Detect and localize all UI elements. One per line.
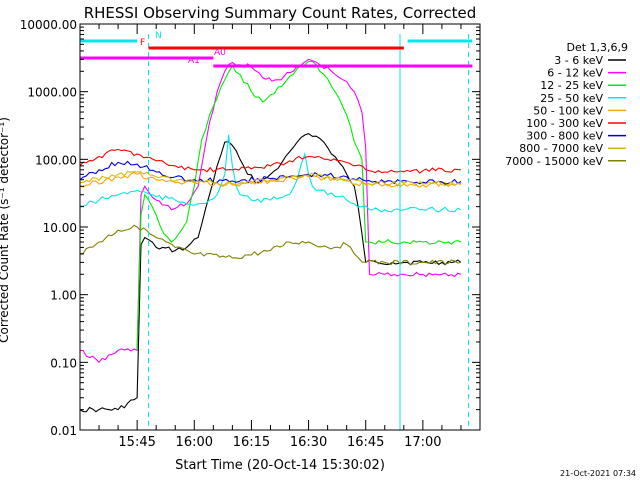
chart-title: RHESSI Observing Summary Count Rates, Co… (84, 4, 477, 22)
legend-label: 3 - 6 keV (554, 54, 603, 67)
x-axis-label: Start Time (20-Oct-14 15:30:02) (175, 458, 385, 473)
status-label-n: N (155, 31, 162, 41)
timestamp: 21-Oct-2021 07:34 (560, 469, 636, 478)
legend-label: 300 - 800 keV (526, 130, 603, 143)
legend-label: 25 - 50 keV (540, 92, 603, 105)
legend-label: 6 - 12 keV (547, 67, 603, 80)
plot-area: NF A0 A1 (79, 31, 473, 430)
legend-label: 800 - 7000 keV (519, 142, 603, 155)
series-line (79, 148, 462, 174)
y-tick-label: 0.01 (50, 424, 77, 438)
x-tick-label: 16:15 (233, 435, 270, 450)
status-label-a1: A1 (188, 56, 200, 66)
legend-label: 12 - 25 keV (540, 79, 603, 92)
legend-title: Det 1,3,6,9 (566, 41, 628, 54)
y-tick-label: 1000.00 (27, 86, 77, 100)
series-line (79, 132, 462, 413)
status-label-a0: A0 (214, 48, 226, 58)
x-tick-label: 16:30 (290, 435, 327, 450)
y-tick-label: 100.00 (35, 153, 77, 167)
legend-label: 100 - 300 keV (526, 117, 603, 130)
y-tick-label: 0.10 (50, 356, 77, 370)
series-line (79, 134, 462, 213)
x-tick-label: 16:00 (176, 435, 213, 450)
legend-label: 7000 - 15000 keV (505, 155, 603, 168)
x-tick-label: 16:45 (347, 435, 384, 450)
y-axis-label: Corrected Count Rate (s⁻¹ detector⁻¹) (0, 117, 11, 343)
x-tick-label: 17:00 (404, 435, 441, 450)
y-tick-label: 1.00 (50, 289, 77, 303)
series-line (79, 171, 462, 188)
series-line (79, 171, 462, 187)
axes: 0.01 0.10 1.00 10.00 100.00 1000.00 10000.00 15… (20, 18, 481, 450)
legend-label: 50 - 100 keV (533, 104, 603, 117)
y-tick-label: 10.00 (43, 221, 77, 235)
status-label-f: F (140, 38, 145, 48)
series-line (79, 224, 462, 266)
y-tick-label: 10000.00 (20, 18, 77, 32)
series-line (79, 160, 462, 185)
series-line (136, 60, 462, 351)
x-tick-label: 15:45 (118, 435, 155, 450)
